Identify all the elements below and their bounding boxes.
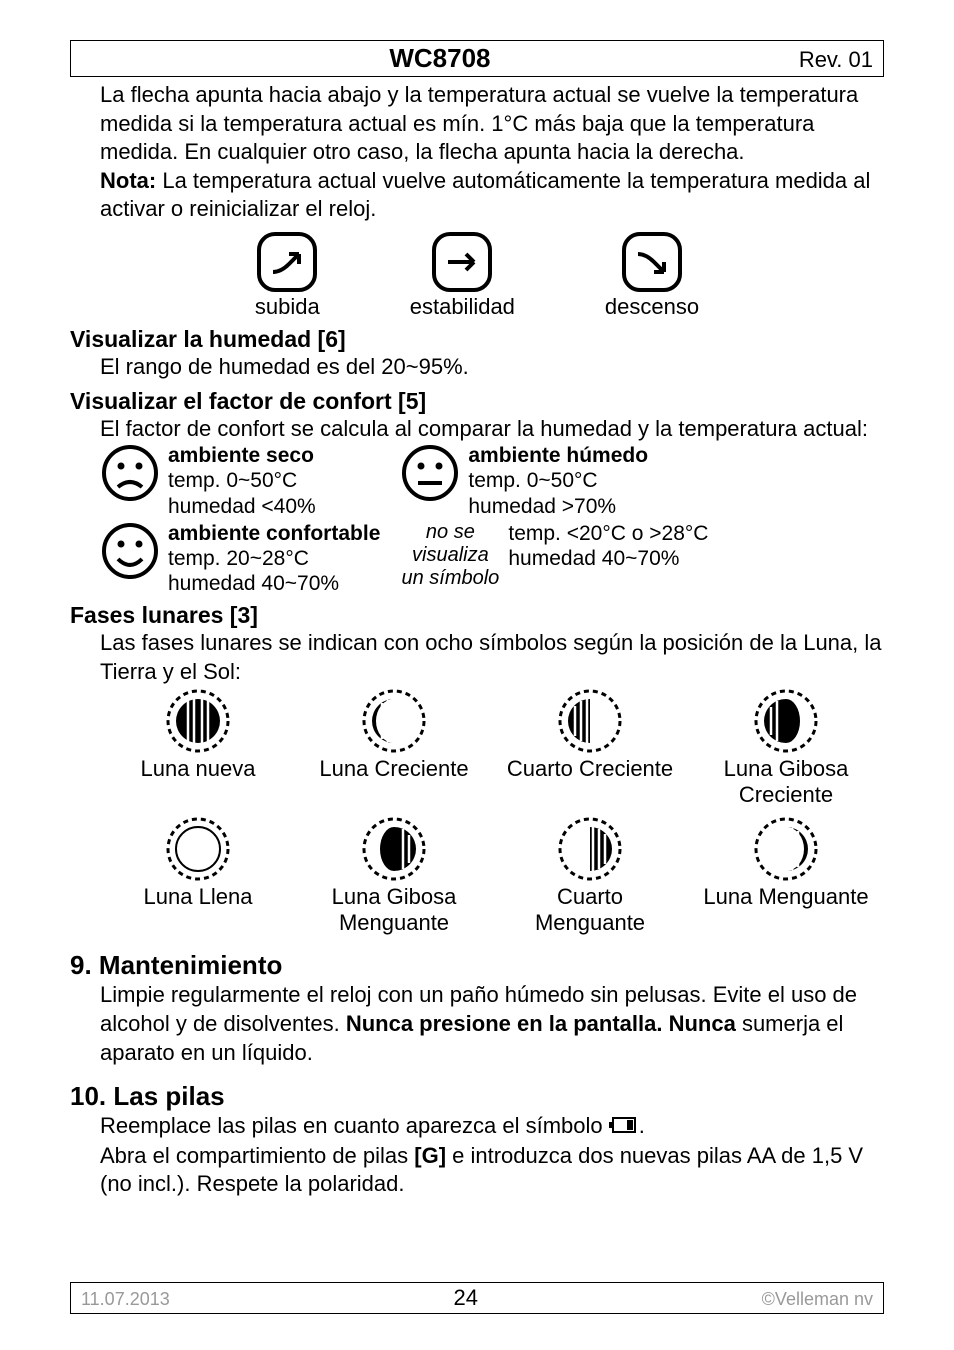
sad-face-icon — [100, 443, 160, 503]
moon-waning-crescent: Luna Menguante — [688, 814, 884, 936]
moon-wangib-label-b: Menguante — [339, 910, 449, 935]
moon-lastq-label-b: Menguante — [535, 910, 645, 935]
footer-copy: ©Velleman nv — [762, 1289, 873, 1310]
moon-waxgib-label-b: Creciente — [739, 782, 833, 807]
moon-full-icon — [163, 814, 233, 884]
wet-title: ambiente húmedo — [468, 444, 648, 467]
arrow-right-icon — [430, 230, 494, 294]
moon-full-label: Luna Llena — [144, 884, 253, 909]
wet-temp: temp. 0~50°C — [468, 469, 597, 492]
nota-text: La temperatura actual vuelve automáticam… — [100, 168, 870, 222]
moon-wangib-label-a: Luna Gibosa — [332, 884, 457, 909]
moon-first-quarter-icon — [555, 686, 625, 756]
moon-waxcres-label: Luna Creciente — [319, 756, 468, 781]
moon-waxing-gibbous: Luna Gibosa Creciente — [688, 686, 884, 808]
trend-stable: estabilidad — [410, 230, 515, 320]
trend-down-label: descenso — [605, 294, 699, 319]
ok-title: ambiente confortable — [168, 522, 380, 545]
trend-down: descenso — [605, 230, 699, 320]
footer-box: 11.07.2013 24 ©Velleman nv — [70, 1282, 884, 1314]
no-symbol-label: no se visualiza un símbolo — [400, 521, 500, 590]
comfort-dry: ambiente seco temp. 0~50°C humedad <40% — [100, 443, 380, 519]
footer-page: 24 — [170, 1285, 762, 1311]
trend-stable-label: estabilidad — [410, 294, 515, 319]
moon-last-quarter: Cuarto Menguante — [492, 814, 688, 936]
moon-waning-gibbous-icon — [359, 814, 429, 884]
batteries-text: Reemplace las pilas en cuanto aparezca e… — [100, 1112, 884, 1199]
trend-up-label: subida — [255, 294, 320, 319]
comfort-none: no se visualiza un símbolo temp. <20°C o… — [400, 521, 708, 590]
dry-temp: temp. 0~50°C — [168, 469, 297, 492]
intro-paragraph: La flecha apunta hacia abajo y la temper… — [100, 81, 884, 224]
moon-waxing-crescent-icon — [359, 686, 429, 756]
footer-date: 11.07.2013 — [81, 1289, 170, 1310]
ok-hum: humedad 40~70% — [168, 572, 339, 595]
moon-new: Luna nueva — [100, 686, 296, 808]
dry-hum: humedad <40% — [168, 495, 316, 518]
doc-title: WC8708 — [81, 43, 799, 74]
moon-heading: Fases lunares [3] — [70, 602, 884, 629]
neutral-face-icon — [400, 443, 460, 503]
comfort-wet: ambiente húmedo temp. 0~50°C humedad >70… — [400, 443, 708, 519]
maintenance-heading: 9. Mantenimiento — [70, 950, 884, 981]
moon-waxgib-label-a: Luna Gibosa — [724, 756, 849, 781]
humidity-text: El rango de humedad es del 20~95%. — [100, 353, 884, 382]
ok-temp: temp. 20~28°C — [168, 547, 309, 570]
moon-firstq-label: Cuarto Creciente — [507, 756, 673, 781]
low-battery-icon — [609, 1113, 639, 1142]
trend-up: subida — [255, 230, 320, 320]
moon-waning-gibbous: Luna Gibosa Menguante — [296, 814, 492, 936]
doc-rev: Rev. 01 — [799, 47, 873, 73]
moon-lastq-label-a: Cuarto — [557, 884, 623, 909]
moon-last-quarter-icon — [555, 814, 625, 884]
moon-grid: Luna nueva Luna Creciente Cuarto Crecien… — [100, 686, 884, 936]
moon-waning-crescent-icon — [751, 814, 821, 884]
header-box: WC8708 Rev. 01 — [70, 40, 884, 77]
humidity-heading: Visualizar la humedad [6] — [70, 326, 884, 353]
nota-label: Nota: — [100, 168, 156, 193]
dry-title: ambiente seco — [168, 444, 314, 467]
maintenance-text: Limpie regularmente el reloj con un paño… — [100, 981, 884, 1067]
moon-full: Luna Llena — [100, 814, 296, 936]
moon-intro: Las fases lunares se indican con ocho sí… — [100, 629, 884, 686]
batteries-heading: 10. Las pilas — [70, 1081, 884, 1112]
arrow-down-icon — [620, 230, 684, 294]
comfort-heading: Visualizar el factor de confort [5] — [70, 388, 884, 415]
none-hum: humedad 40~70% — [508, 547, 679, 570]
comfort-intro: El factor de confort se calcula al compa… — [100, 415, 884, 444]
moon-first-quarter: Cuarto Creciente — [492, 686, 688, 808]
moon-new-icon — [163, 686, 233, 756]
comfort-ok: ambiente confortable temp. 20~28°C humed… — [100, 521, 380, 597]
moon-wancres-label: Luna Menguante — [703, 884, 868, 909]
moon-waxing-gibbous-icon — [751, 686, 821, 756]
wet-hum: humedad >70% — [468, 495, 616, 518]
comfort-grid: ambiente seco temp. 0~50°C humedad <40% … — [100, 443, 884, 596]
intro-text: La flecha apunta hacia abajo y la temper… — [100, 82, 858, 164]
moon-waxing-crescent: Luna Creciente — [296, 686, 492, 808]
none-temp: temp. <20°C o >28°C — [508, 522, 708, 545]
trend-row: subida estabilidad descenso — [70, 230, 884, 320]
moon-new-label: Luna nueva — [141, 756, 256, 781]
happy-face-icon — [100, 521, 160, 581]
arrow-up-icon — [255, 230, 319, 294]
